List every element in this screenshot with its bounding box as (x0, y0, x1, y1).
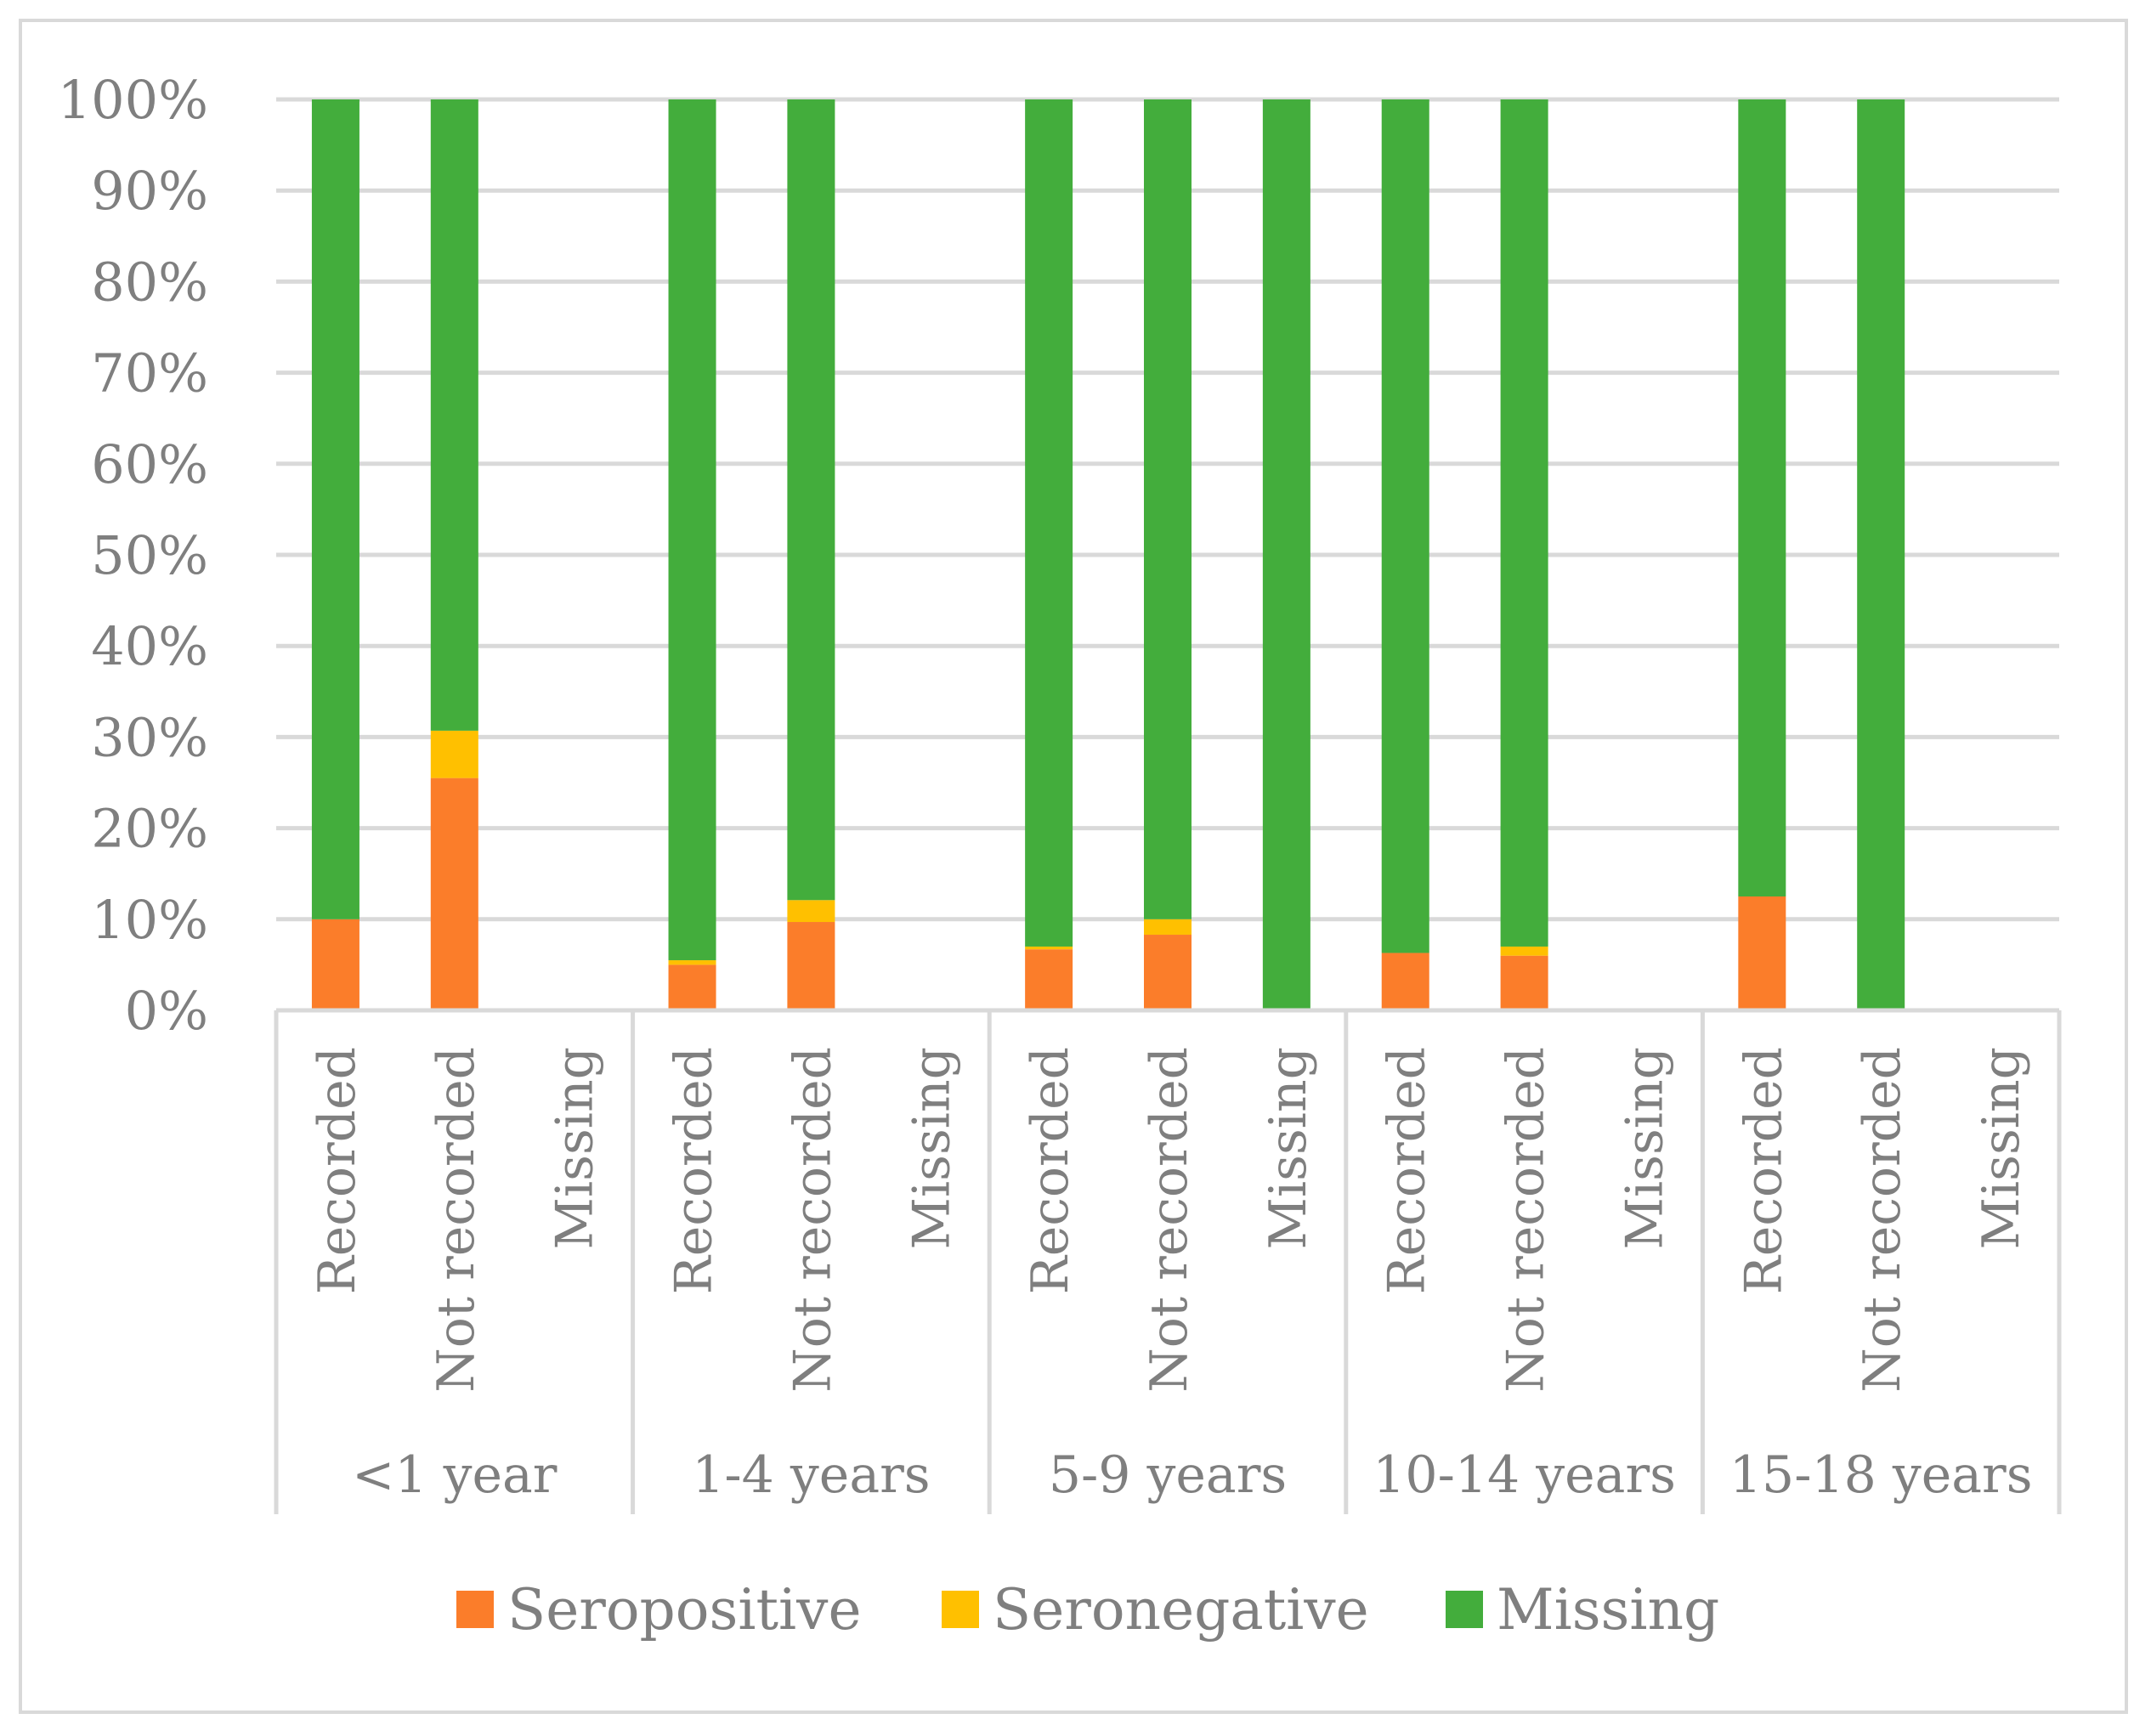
bar-segment-seropositive (668, 964, 716, 1010)
x-subcategory-label: Missing (1259, 1047, 1318, 1249)
y-tick-label: 70% (91, 342, 208, 404)
x-group-label: 1-4 years (692, 1445, 930, 1505)
y-tick-label: 0% (125, 980, 208, 1042)
bar-segment-missing (1738, 99, 1786, 896)
bar-segment-seronegative (430, 730, 478, 778)
legend-layer: Seropositive Seronegative Missing (456, 1577, 1719, 1643)
legend-label: Seropositive (507, 1577, 862, 1643)
y-tick-label: 30% (91, 706, 208, 768)
x-subcategory-label: Recorded (308, 1047, 367, 1294)
x-group-label: 15-18 years (1729, 1445, 2033, 1505)
bar-segment-missing (1262, 99, 1310, 1010)
legend-label: Missing (1497, 1577, 1719, 1643)
bar-segment-missing (668, 99, 716, 961)
bar-segment-seropositive (1025, 949, 1073, 1010)
x-subcategory-label: Recorded (665, 1047, 724, 1294)
y-tick-label: 20% (91, 798, 208, 860)
x-subcategory-label: Missing (1615, 1047, 1674, 1249)
bar-segment-seropositive (311, 919, 359, 1010)
y-tick-label: 80% (91, 251, 208, 313)
x-subcategory-label: Missing (546, 1047, 605, 1249)
y-tick-label: 50% (91, 524, 208, 586)
legend-swatch (942, 1591, 979, 1628)
bar-segment-seropositive (1738, 896, 1786, 1010)
bar-segment-seropositive (1500, 955, 1548, 1010)
bar-segment-seronegative (668, 960, 716, 965)
x-subcategory-label: Not recorded (783, 1047, 842, 1393)
legend-swatch (456, 1591, 494, 1628)
x-subcategory-label: Missing (902, 1047, 961, 1249)
x-group-label: <1 year (352, 1445, 558, 1505)
bar-segment-missing (311, 99, 359, 919)
x-subcategory-label: Recorded (1734, 1047, 1793, 1294)
y-tick-label: 10% (91, 889, 208, 951)
y-tick-label: 40% (91, 615, 208, 677)
bar-segment-missing (1857, 99, 1905, 1010)
bar-segment-seropositive (787, 922, 835, 1010)
bar-segment-seronegative (1144, 919, 1192, 936)
bar-segment-seropositive (1144, 935, 1192, 1010)
x-subcategory-label: Not recorded (1140, 1047, 1199, 1393)
y-tick-label: 60% (91, 433, 208, 495)
bar-layer (311, 99, 1905, 1010)
bar-segment-seronegative (1025, 946, 1073, 950)
legend-label: Seronegative (993, 1577, 1369, 1643)
legend-swatch (1446, 1591, 1483, 1628)
x-subcategory-label: Recorded (1378, 1047, 1437, 1294)
bar-segment-seronegative (1500, 946, 1548, 956)
x-subcategory-label: Not recorded (1853, 1047, 1912, 1393)
y-tick-label: 90% (91, 160, 208, 222)
bar-segment-missing (1500, 99, 1548, 947)
y-tick-label: 100% (58, 69, 208, 131)
bar-segment-missing (1381, 99, 1429, 953)
bar-segment-seropositive (1381, 953, 1429, 1010)
x-group-label: 10-14 years (1373, 1445, 1676, 1505)
x-subcategory-label: Recorded (1021, 1047, 1080, 1294)
bar-segment-missing (1144, 99, 1192, 919)
bar-segment-missing (430, 99, 478, 731)
bar-segment-seronegative (787, 900, 835, 923)
bar-segment-missing (1025, 99, 1073, 947)
axis-layer: 0% 10% 20% 30% 40% 50% 60% 70% 80% 90% 100% Recorde… (58, 69, 2062, 1514)
bar-segment-seropositive (430, 778, 478, 1010)
bar-segment-missing (787, 99, 835, 901)
x-subcategory-label: Missing (1972, 1047, 2031, 1249)
x-subcategory-label: Not recorded (1497, 1047, 1556, 1393)
x-group-label: 5-9 years (1049, 1445, 1287, 1505)
x-subcategory-label: Not recorded (427, 1047, 486, 1393)
